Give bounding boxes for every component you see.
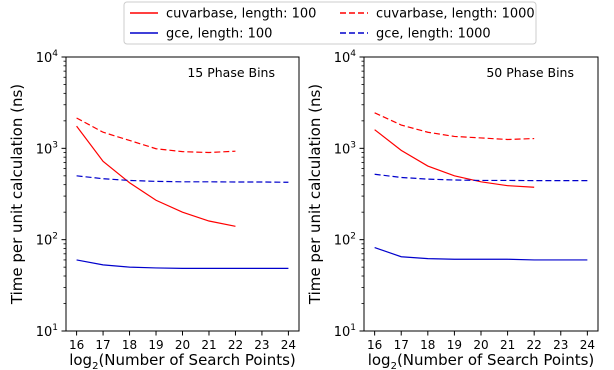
legend: cuvarbase, length: 100 cuvarbase, length:… — [123, 1, 537, 45]
x-tick-label: 18 — [420, 338, 435, 352]
x-tick-label: 18 — [122, 338, 137, 352]
y-tick-label: 101 — [334, 323, 356, 340]
series-line — [374, 173, 588, 182]
y-axis-label: Time per unit calculation (ns) — [8, 84, 26, 305]
x-tick-label: 22 — [527, 338, 542, 352]
legend-label: gce, length: 1000 — [376, 27, 491, 42]
x-tick-label: 17 — [95, 338, 110, 352]
plot-frame — [65, 56, 300, 332]
legend-label: gce, length: 100 — [166, 27, 272, 42]
series-line — [76, 175, 289, 183]
x-tick-label: 23 — [254, 338, 269, 352]
legend-label: cuvarbase, length: 100 — [166, 7, 316, 22]
x-tick-label: 17 — [394, 338, 409, 352]
x-axis-label: log2(Number of Search Points) — [368, 351, 595, 370]
y-tick-label: 101 — [36, 323, 58, 340]
x-tick-label: 23 — [553, 338, 568, 352]
legend-frame — [123, 1, 537, 45]
x-axis-label: log2(Number of Search Points) — [69, 351, 296, 370]
x-tick-label: 19 — [148, 338, 163, 352]
panel-annotation: 15 Phase Bins — [187, 65, 275, 80]
x-tick-label: 24 — [281, 338, 296, 352]
y-tick-label: 104 — [334, 49, 357, 66]
y-tick-label: 104 — [36, 49, 59, 66]
panel-annotation: 50 Phase Bins — [486, 65, 574, 80]
plot-frame — [363, 56, 599, 332]
x-tick-label: 21 — [201, 338, 216, 352]
series-line — [76, 117, 236, 154]
x-tick-label: 16 — [367, 338, 382, 352]
series-line — [374, 129, 535, 188]
series-line — [374, 112, 535, 141]
y-tick-label: 102 — [334, 232, 356, 249]
x-tick-label: 19 — [447, 338, 462, 352]
x-tick-label: 20 — [473, 338, 488, 352]
legend-entry: cuvarbase, length: 100 — [130, 7, 316, 22]
x-tick-label: 21 — [500, 338, 515, 352]
legend-entry: gce, length: 100 — [130, 27, 272, 42]
y-tick-label: 103 — [334, 140, 356, 157]
panel-2: 101 102 103 104 16 17 18 19 20 21 22 23 24 50 Phase B… — [306, 49, 599, 370]
series-line — [76, 259, 289, 269]
legend-entry: gce, length: 1000 — [340, 27, 491, 42]
panel-1: 101 102 103 104 16 17 18 19 20 21 22 23 24 15 Phase B… — [8, 49, 300, 370]
legend-label: cuvarbase, length: 1000 — [376, 7, 535, 22]
x-tick-label: 20 — [175, 338, 190, 352]
y-tick-label: 102 — [36, 232, 58, 249]
x-tick-label: 24 — [580, 338, 595, 352]
y-tick-label: 103 — [36, 140, 58, 157]
x-tick-label: 22 — [228, 338, 243, 352]
series-line — [374, 246, 588, 261]
series-line — [76, 125, 236, 227]
legend-entry: cuvarbase, length: 1000 — [340, 7, 535, 22]
y-axis-label: Time per unit calculation (ns) — [306, 84, 324, 305]
x-tick-label: 16 — [69, 338, 84, 352]
